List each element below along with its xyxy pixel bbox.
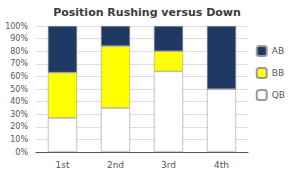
svg-text:30%: 30% (10, 110, 28, 119)
svg-text:10%: 10% (10, 135, 28, 144)
svg-text:40%: 40% (10, 97, 28, 106)
svg-text:0%: 0% (15, 148, 28, 157)
svg-text:2nd: 2nd (107, 160, 124, 170)
svg-text:50%: 50% (10, 85, 28, 94)
svg-text:70%: 70% (10, 59, 28, 68)
svg-text:20%: 20% (10, 122, 28, 131)
svg-text:QB: QB (272, 90, 285, 100)
svg-text:90%: 90% (10, 34, 28, 43)
svg-text:Position Rushing versus Down: Position Rushing versus Down (53, 6, 241, 19)
svg-text:1st: 1st (56, 160, 70, 170)
svg-text:60%: 60% (10, 72, 28, 81)
svg-text:BB: BB (272, 68, 284, 78)
svg-text:3rd: 3rd (161, 160, 176, 170)
svg-text:80%: 80% (10, 47, 28, 56)
svg-text:AB: AB (272, 46, 284, 56)
svg-text:4th: 4th (214, 160, 229, 170)
svg-text:100%: 100% (5, 22, 28, 31)
